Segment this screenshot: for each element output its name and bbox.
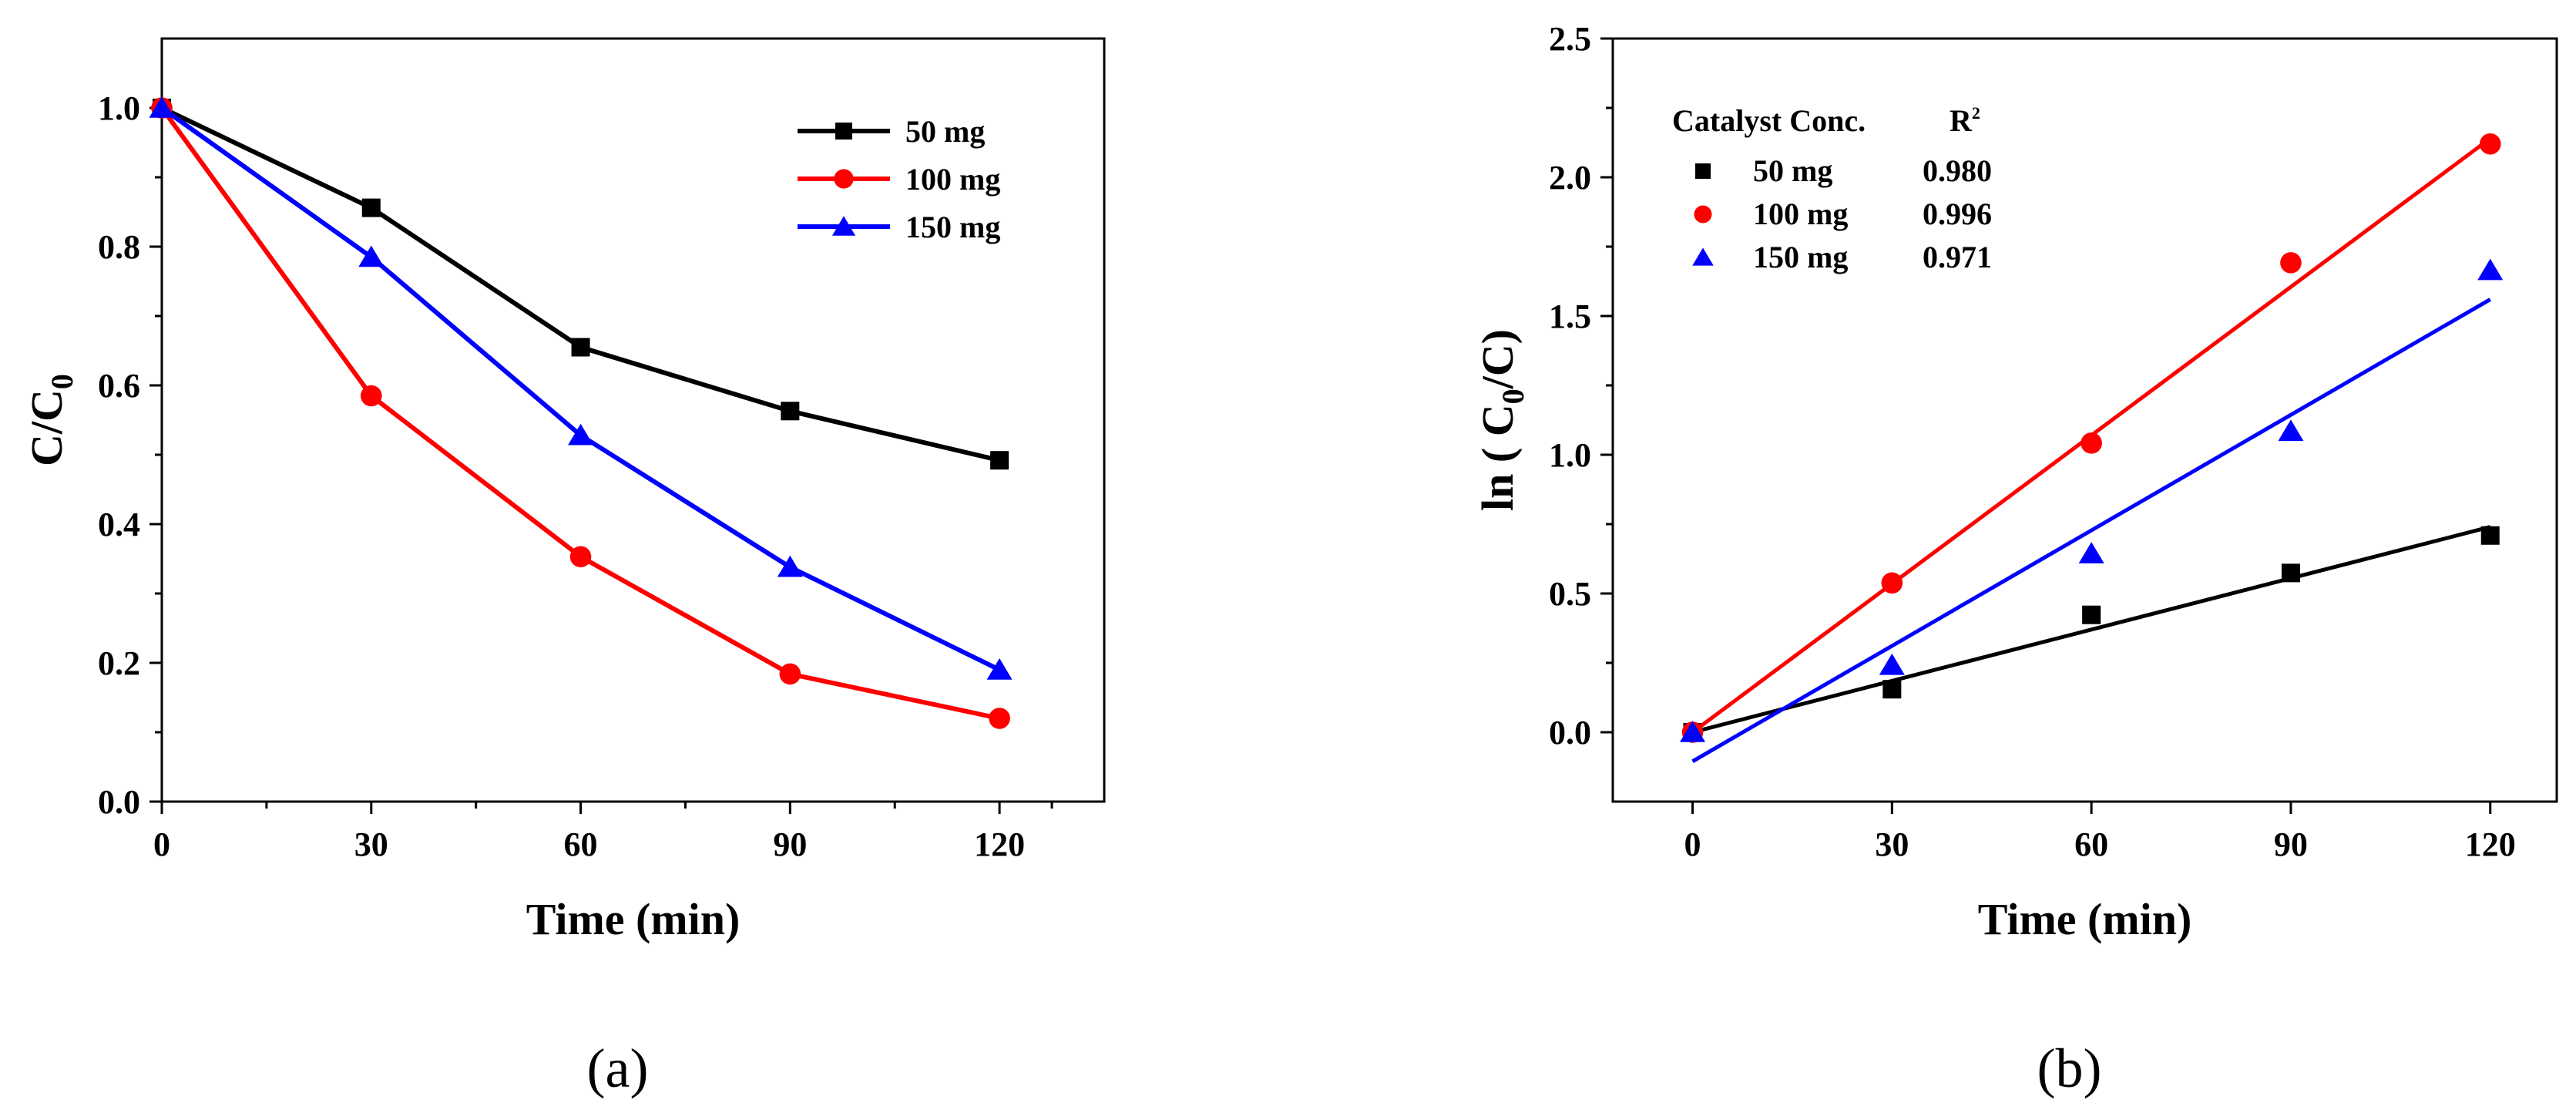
data-point	[781, 402, 800, 421]
series-2	[149, 96, 1013, 680]
data-point	[989, 708, 1010, 729]
legend-header-name: Catalyst Conc.	[1672, 103, 1866, 138]
y-axis-title-sub: 0	[45, 374, 79, 389]
series-line	[160, 106, 1001, 672]
data-point	[2278, 419, 2304, 442]
y-axis-title-rest: /C)	[1473, 329, 1523, 389]
data-point	[149, 96, 175, 118]
y-tick-label: 0.0	[98, 783, 140, 821]
data-point	[1881, 572, 1903, 594]
legend-label: 100 mg	[1753, 197, 1848, 231]
y-axis-title-sub: 0	[1496, 388, 1530, 404]
x-tick-label: 90	[773, 826, 807, 863]
data-point	[361, 198, 381, 217]
legend-marker	[1692, 247, 1714, 266]
data-point	[2280, 252, 2302, 274]
fit-line	[1691, 525, 2491, 735]
chart-a: 0 30 60 90 120 0.0 0.2 0.4 0.6 0.8 1.0 Time (min) C/…	[22, 37, 1106, 1099]
y-tick-label: 0.6	[98, 367, 140, 405]
series-2	[1680, 258, 2504, 763]
x-tick-label: 30	[1875, 826, 1909, 863]
y-axis-title-main: C/C	[22, 389, 72, 466]
x-axis-title: Time (min)	[526, 894, 741, 944]
data-point	[2480, 526, 2500, 545]
legend-marker	[834, 169, 854, 189]
x-tick-label: 0	[153, 826, 170, 863]
data-point	[2078, 542, 2104, 563]
legend-r2-value: 0.980	[1923, 153, 1992, 188]
y-axis-title-main: ln ( C	[1473, 404, 1523, 511]
panel-label: (a)	[587, 1037, 649, 1099]
y-tick-label: 0.8	[98, 228, 140, 266]
legend-header-r2: R2	[1950, 103, 1980, 138]
data-point	[2477, 258, 2504, 281]
fit-line	[1691, 298, 2491, 763]
data-point	[779, 663, 801, 685]
panel-label: (b)	[2037, 1037, 2102, 1099]
data-point	[571, 338, 590, 357]
data-point	[1680, 721, 1706, 742]
legend-label: 150 mg	[905, 210, 1000, 244]
data-point	[568, 423, 594, 446]
x-tick-label: 60	[564, 826, 598, 863]
legend-marker	[835, 123, 852, 140]
plot-frame	[1611, 37, 2558, 803]
x-tick-label: 120	[974, 826, 1025, 863]
y-axis-title: ln ( C0/C)	[1473, 329, 1530, 511]
data-point	[569, 546, 592, 568]
x-tick-label: 60	[2074, 826, 2108, 863]
legend-label: 50 mg	[1753, 153, 1832, 188]
legend-marker	[831, 216, 856, 236]
data-point	[2479, 133, 2501, 155]
y-tick-label: 2.5	[1549, 20, 1591, 58]
legend-label: 100 mg	[905, 162, 1000, 197]
legend-r2-value: 0.996	[1923, 197, 1992, 231]
y-tick-label: 0.0	[1549, 714, 1591, 752]
data-point	[1882, 680, 1902, 699]
data-point	[2281, 563, 2300, 583]
legend-header-r2-main: R	[1950, 103, 1973, 138]
y-tick-label: 1.0	[1549, 436, 1591, 474]
data-point	[2082, 605, 2101, 624]
x-tick-label: 90	[2274, 826, 2308, 863]
x-tick-label: 30	[354, 826, 388, 863]
legend-label: 150 mg	[1753, 240, 1848, 274]
legend-r2-value: 0.971	[1923, 240, 1992, 274]
data-point	[1879, 653, 1905, 675]
y-tick-label: 0.5	[1549, 575, 1591, 613]
chart-b: 0 30 60 90 120 0.0 0.5 1.0 1.5 2.0 2.5 Time (min) ln…	[1473, 20, 2558, 1099]
x-axis-title: Time (min)	[1978, 894, 2192, 944]
y-tick-label: 0.2	[98, 644, 140, 682]
y-tick-label: 2.0	[1549, 159, 1591, 197]
y-tick-label: 0.4	[98, 506, 140, 543]
data-point	[360, 385, 382, 407]
x-tick-label: 0	[1684, 826, 1701, 863]
legend-label: 50 mg	[905, 114, 985, 149]
legend-marker	[1695, 163, 1711, 179]
y-tick-label: 1.5	[1549, 298, 1591, 335]
legend-header-r2-sup: 2	[1972, 103, 1980, 123]
data-point	[986, 658, 1013, 680]
y-axis-title: C/C0	[22, 374, 79, 466]
data-point	[2081, 432, 2102, 454]
series-0	[153, 99, 1009, 470]
plot-frame	[160, 37, 1106, 803]
y-tick-label: 1.0	[98, 89, 140, 127]
x-tick-label: 120	[2465, 826, 2516, 863]
data-point	[358, 245, 385, 267]
data-point	[777, 555, 803, 577]
data-point	[990, 451, 1009, 470]
legend-marker	[1694, 205, 1712, 224]
